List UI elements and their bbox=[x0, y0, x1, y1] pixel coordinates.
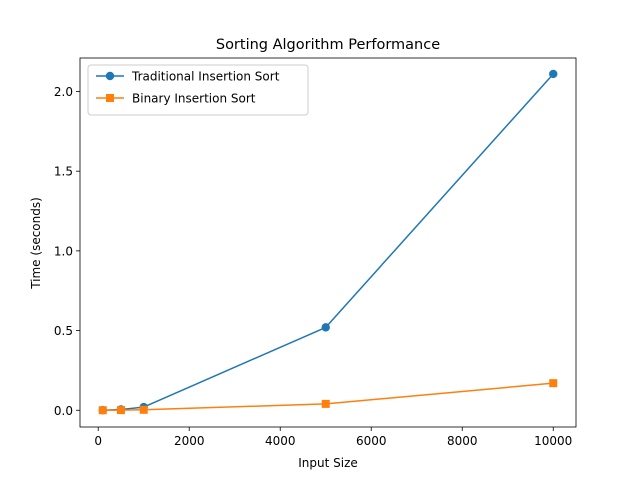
x-tick-label: 2000 bbox=[174, 434, 205, 448]
x-tick-label: 8000 bbox=[447, 434, 478, 448]
y-tick-label: 2.0 bbox=[54, 85, 73, 99]
x-axis: 0 2000 4000 6000 8000 10000 bbox=[94, 427, 572, 448]
y-tick-label: 1.0 bbox=[54, 244, 73, 258]
legend: Traditional Insertion Sort Binary Inserti… bbox=[87, 64, 309, 116]
data-point bbox=[549, 379, 558, 388]
x-axis-label: Input Size bbox=[298, 456, 358, 470]
plot-area bbox=[98, 69, 558, 415]
data-point bbox=[116, 406, 125, 415]
legend-marker bbox=[106, 94, 114, 102]
y-axis-label: Time (seconds) bbox=[29, 197, 43, 290]
data-point bbox=[549, 69, 558, 79]
y-tick-label: 0.5 bbox=[54, 324, 73, 338]
y-axis: 0.0 0.5 1.0 1.5 2.0 bbox=[54, 85, 80, 418]
data-point bbox=[98, 406, 107, 415]
chart-title: Sorting Algorithm Performance bbox=[216, 37, 440, 53]
x-tick-label: 10000 bbox=[534, 434, 572, 448]
data-point bbox=[321, 323, 330, 332]
plot-frame bbox=[79, 57, 577, 428]
legend-marker bbox=[105, 71, 115, 81]
series-2 bbox=[98, 379, 558, 415]
series-line bbox=[102, 73, 554, 411]
y-tick-label: 0.0 bbox=[54, 404, 73, 418]
data-point bbox=[139, 405, 148, 414]
x-tick-label: 4000 bbox=[265, 434, 296, 448]
legend-box bbox=[87, 64, 309, 116]
legend-item-2: Binary Insertion Sort bbox=[96, 92, 256, 106]
legend-item-1: Traditional Insertion Sort bbox=[96, 70, 280, 84]
y-tick-label: 1.5 bbox=[54, 165, 73, 179]
series-1 bbox=[98, 69, 558, 415]
x-tick-label: 6000 bbox=[356, 434, 387, 448]
x-tick-label: 0 bbox=[94, 434, 102, 448]
legend-label: Traditional Insertion Sort bbox=[131, 70, 280, 84]
legend-label: Binary Insertion Sort bbox=[132, 92, 256, 106]
data-point bbox=[321, 399, 330, 408]
